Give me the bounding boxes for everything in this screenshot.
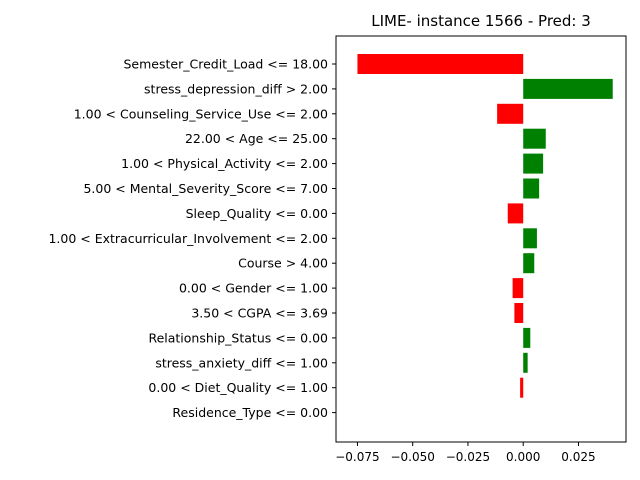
bar-12 (523, 352, 528, 373)
bar-3 (523, 128, 546, 149)
bar-8 (523, 253, 535, 274)
y-tick-label: 3.50 < CGPA <= 3.69 (191, 306, 328, 321)
y-tick-label: 0.00 < Gender <= 1.00 (179, 281, 328, 296)
bar-7 (523, 228, 537, 249)
y-tick-label: 0.00 < Diet_Quality <= 1.00 (148, 380, 328, 395)
x-tick-label: −0.025 (446, 450, 490, 464)
bar-2 (497, 103, 524, 124)
y-tick-label: 1.00 < Physical_Activity <= 2.00 (121, 156, 328, 171)
plot-frame (335, 35, 627, 443)
y-tick-label: 22.00 < Age <= 25.00 (185, 131, 328, 146)
bar-9 (512, 278, 524, 299)
y-tick-label: Relationship_Status <= 0.00 (148, 330, 328, 345)
y-tick-label: Course > 4.00 (238, 256, 328, 271)
y-tick-label: 5.00 < Mental_Severity_Score <= 7.00 (83, 181, 328, 196)
x-axis: −0.075 −0.050 −0.025 0.000 0.025 (335, 442, 596, 464)
bar-11 (523, 327, 531, 348)
bar-13 (520, 377, 524, 398)
x-tick-label: −0.075 (335, 450, 379, 464)
y-tick-label: stress_depression_diff > 2.00 (144, 81, 328, 96)
x-tick-label: −0.050 (390, 450, 434, 464)
y-tick-label: 1.00 < Counseling_Service_Use <= 2.00 (74, 106, 328, 121)
y-tick-label: stress_anxiety_diff <= 1.00 (155, 355, 328, 370)
bar-1 (523, 78, 613, 99)
x-tick-label: 0.000 (506, 450, 540, 464)
y-tick-label: Residence_Type <= 0.00 (172, 405, 328, 420)
y-tick-label: 1.00 < Extracurricular_Involvement <= 2.… (48, 231, 328, 246)
y-tick-label: Semester_Credit_Load <= 18.00 (124, 57, 329, 72)
y-axis-labels: Semester_Credit_Load <= 18.00 stress_depr… (48, 57, 336, 420)
bar-10 (514, 303, 524, 323)
y-tick-label: Sleep_Quality <= 0.00 (186, 206, 328, 221)
bars-group (357, 54, 613, 398)
bar-6 (507, 203, 524, 224)
chart-title: LIME- instance 1566 - Pred: 3 (371, 12, 591, 30)
x-tick-label: 0.025 (561, 450, 595, 464)
bar-4 (523, 153, 544, 174)
bar-5 (523, 178, 540, 199)
bar-0 (357, 54, 524, 74)
